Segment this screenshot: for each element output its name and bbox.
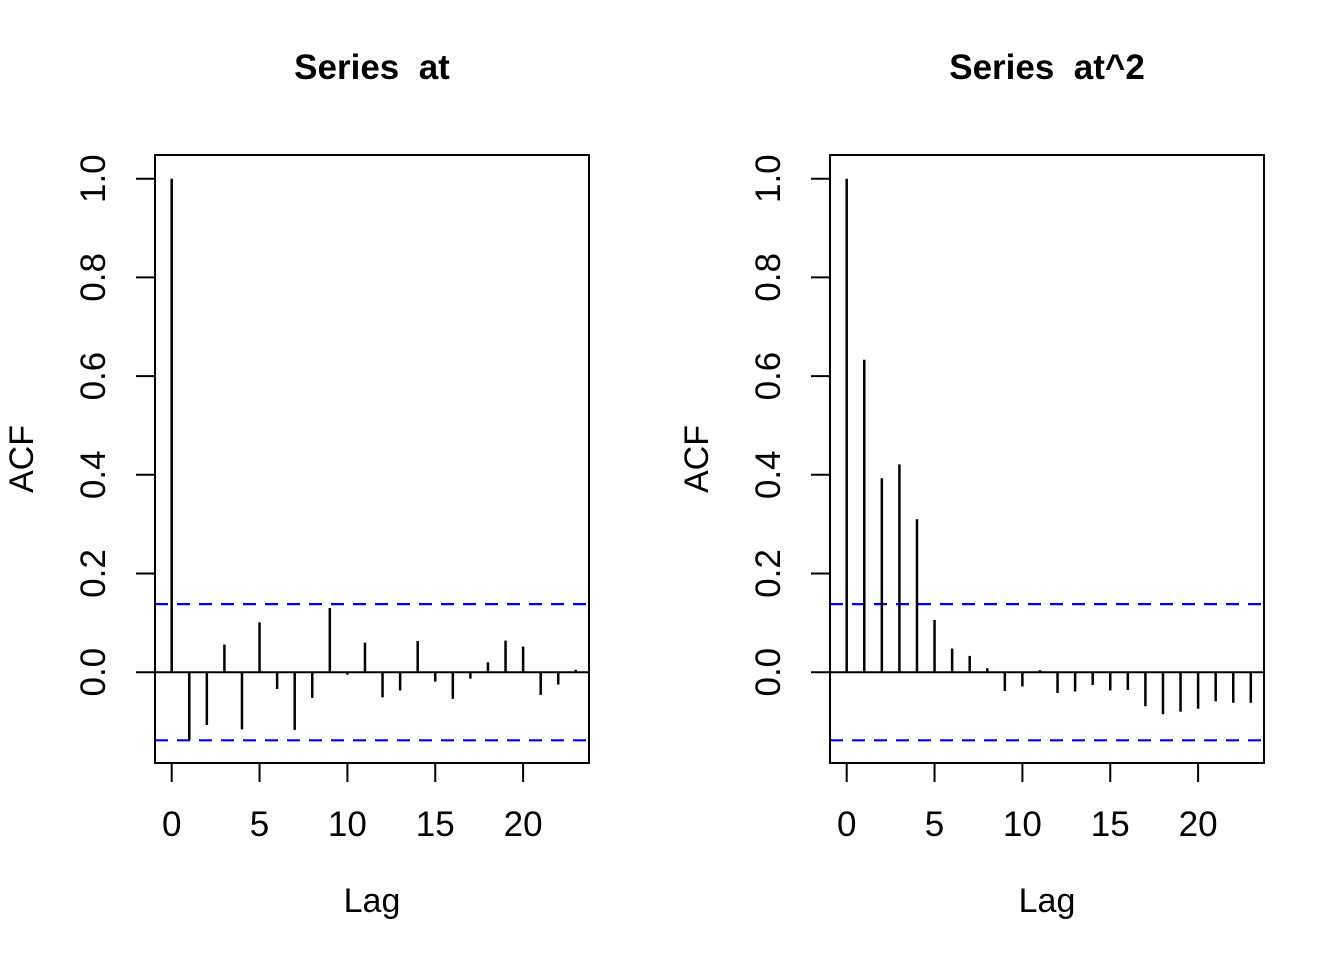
acf-panel-1: 0 5 10 15 20 0.0 0.2 0.4 0.6 0.8 1.0 Series at^2 Lag… [678,48,1265,920]
x-tick-label: 20 [1179,805,1218,844]
x-tick-label: 5 [925,805,944,844]
y-axis-label: ACF [678,425,716,493]
y-tick-label: 0.4 [74,450,113,499]
x-tick-label: 10 [1003,805,1042,844]
x-axis-label: Lag [1019,882,1076,920]
x-tick-label: 20 [504,805,543,844]
x-axis-label: Lag [344,882,401,920]
x-tick-label: 5 [250,805,269,844]
x-tick-label: 10 [328,805,367,844]
y-tick-label: 0.4 [749,450,788,499]
x-tick-label: 15 [1091,805,1130,844]
y-tick-label: 0.8 [749,253,788,302]
y-tick-label: 1.0 [74,154,113,203]
acf-panel-0: 0 5 10 15 20 0.0 0.2 0.4 0.6 0.8 1.0 Series at Lag AC… [3,48,590,920]
y-tick-label: 0.8 [74,253,113,302]
y-tick-label: 0.2 [749,549,788,598]
x-tick-label: 0 [162,805,181,844]
y-tick-label: 0.0 [74,648,113,697]
y-tick-label: 0.6 [74,352,113,401]
plot-box [829,154,1265,764]
y-tick-label: 0.6 [749,352,788,401]
plot-box [154,154,590,764]
panel-title: Series at [294,48,450,87]
y-tick-label: 1.0 [749,154,788,203]
y-tick-label: 0.2 [74,549,113,598]
x-tick-label: 15 [416,805,455,844]
panel-title: Series at^2 [949,48,1145,87]
y-axis-label: ACF [3,425,41,493]
x-tick-label: 0 [837,805,856,844]
y-tick-label: 0.0 [749,648,788,697]
